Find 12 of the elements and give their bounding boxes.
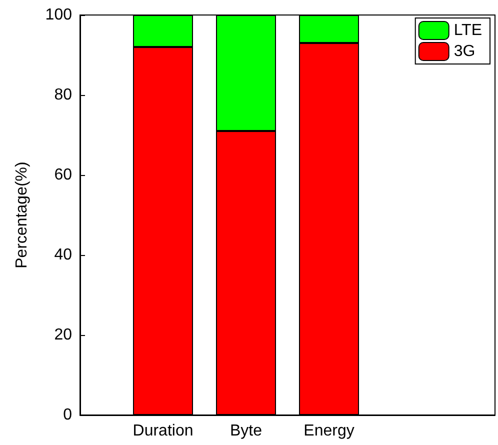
x-tick-label: Duration bbox=[132, 422, 194, 440]
y-tick-label: 80 bbox=[54, 86, 72, 104]
y-tick-label: 100 bbox=[45, 6, 72, 24]
y-tick-label: 40 bbox=[54, 246, 72, 264]
y-axis-title: Percentage(%) bbox=[14, 162, 30, 268]
legend-label: 3G bbox=[454, 43, 476, 60]
legend-label: LTE bbox=[454, 22, 482, 39]
x-tick-label: Byte bbox=[230, 422, 262, 440]
y-tick-label: 60 bbox=[54, 166, 72, 184]
y-tick-label: 0 bbox=[63, 406, 72, 424]
y-tick-label: 20 bbox=[54, 326, 72, 344]
x-tick-label: Energy bbox=[304, 422, 354, 440]
